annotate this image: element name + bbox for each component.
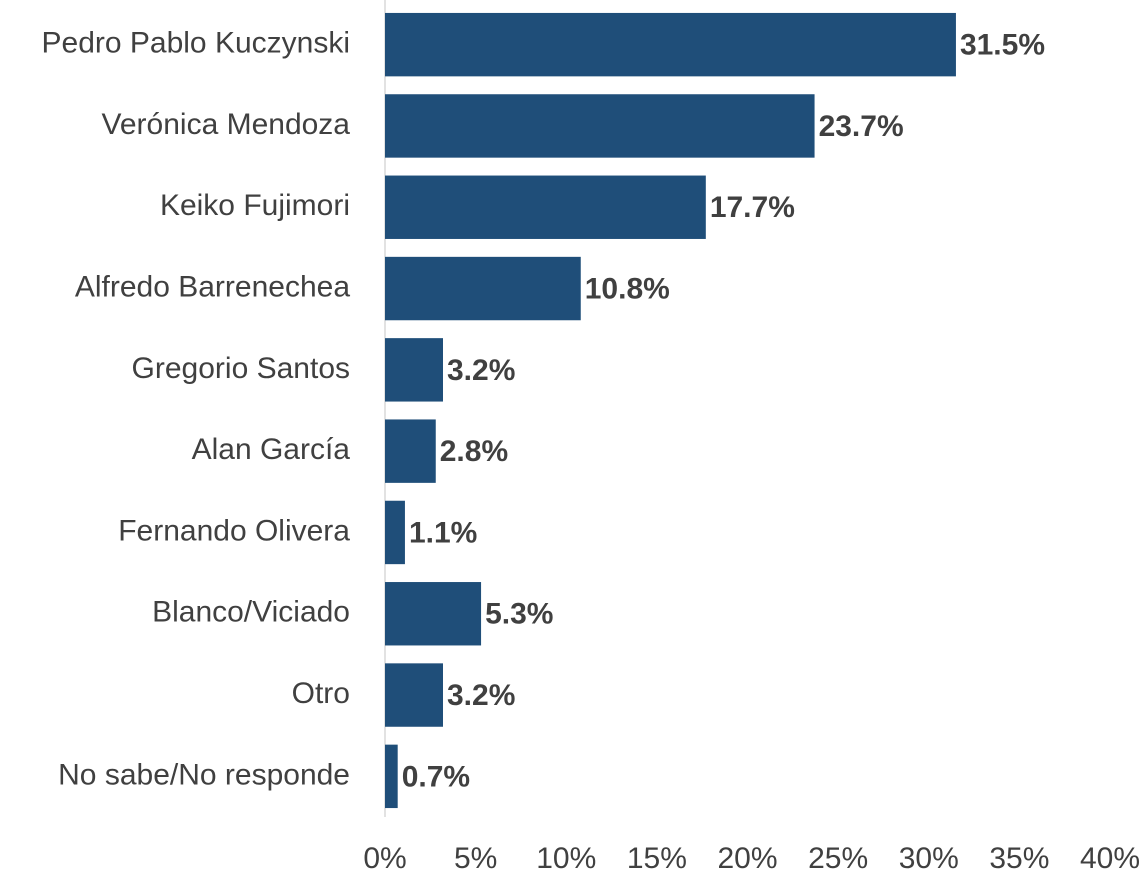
data-label: 3.2% xyxy=(447,354,515,387)
data-label: 3.2% xyxy=(447,679,515,712)
y-tick-label: Alan García xyxy=(192,433,351,466)
bar xyxy=(385,582,482,646)
data-label: 0.7% xyxy=(402,760,470,793)
x-tick-label: 40% xyxy=(1080,842,1140,875)
x-tick-label: 15% xyxy=(627,842,687,875)
data-label: 2.8% xyxy=(440,435,508,468)
x-tick-label: 35% xyxy=(989,842,1049,875)
x-tick-label: 5% xyxy=(454,842,497,875)
x-tick-label: 20% xyxy=(717,842,777,875)
data-label: 1.1% xyxy=(409,516,477,549)
y-tick-label: Blanco/Viciado xyxy=(152,596,350,629)
x-tick-label: 25% xyxy=(808,842,868,875)
y-tick-label: Otro xyxy=(292,677,350,710)
bar xyxy=(385,94,815,158)
bar xyxy=(385,338,443,402)
bar xyxy=(385,175,706,239)
y-tick-label: Pedro Pablo Kuczynski xyxy=(42,27,351,60)
data-label: 17.7% xyxy=(710,191,795,224)
bar xyxy=(385,663,443,727)
bar xyxy=(385,500,405,565)
bar xyxy=(385,256,581,321)
bar xyxy=(385,744,398,809)
y-tick-label: Fernando Olivera xyxy=(118,514,350,547)
data-label: 23.7% xyxy=(819,110,904,143)
data-label: 5.3% xyxy=(485,598,553,631)
y-tick-label: Gregorio Santos xyxy=(132,352,350,385)
data-label: 10.8% xyxy=(585,272,670,305)
y-tick-label: No sabe/No responde xyxy=(58,758,350,791)
bar xyxy=(385,419,436,483)
y-tick-label: Verónica Mendoza xyxy=(102,108,351,141)
data-label: 31.5% xyxy=(960,29,1045,62)
x-tick-label: 0% xyxy=(363,842,406,875)
y-tick-label: Keiko Fujimori xyxy=(160,189,350,222)
bar xyxy=(385,12,956,77)
y-tick-label: Alfredo Barrenechea xyxy=(75,270,350,303)
x-tick-label: 30% xyxy=(899,842,959,875)
x-tick-label: 10% xyxy=(536,842,596,875)
